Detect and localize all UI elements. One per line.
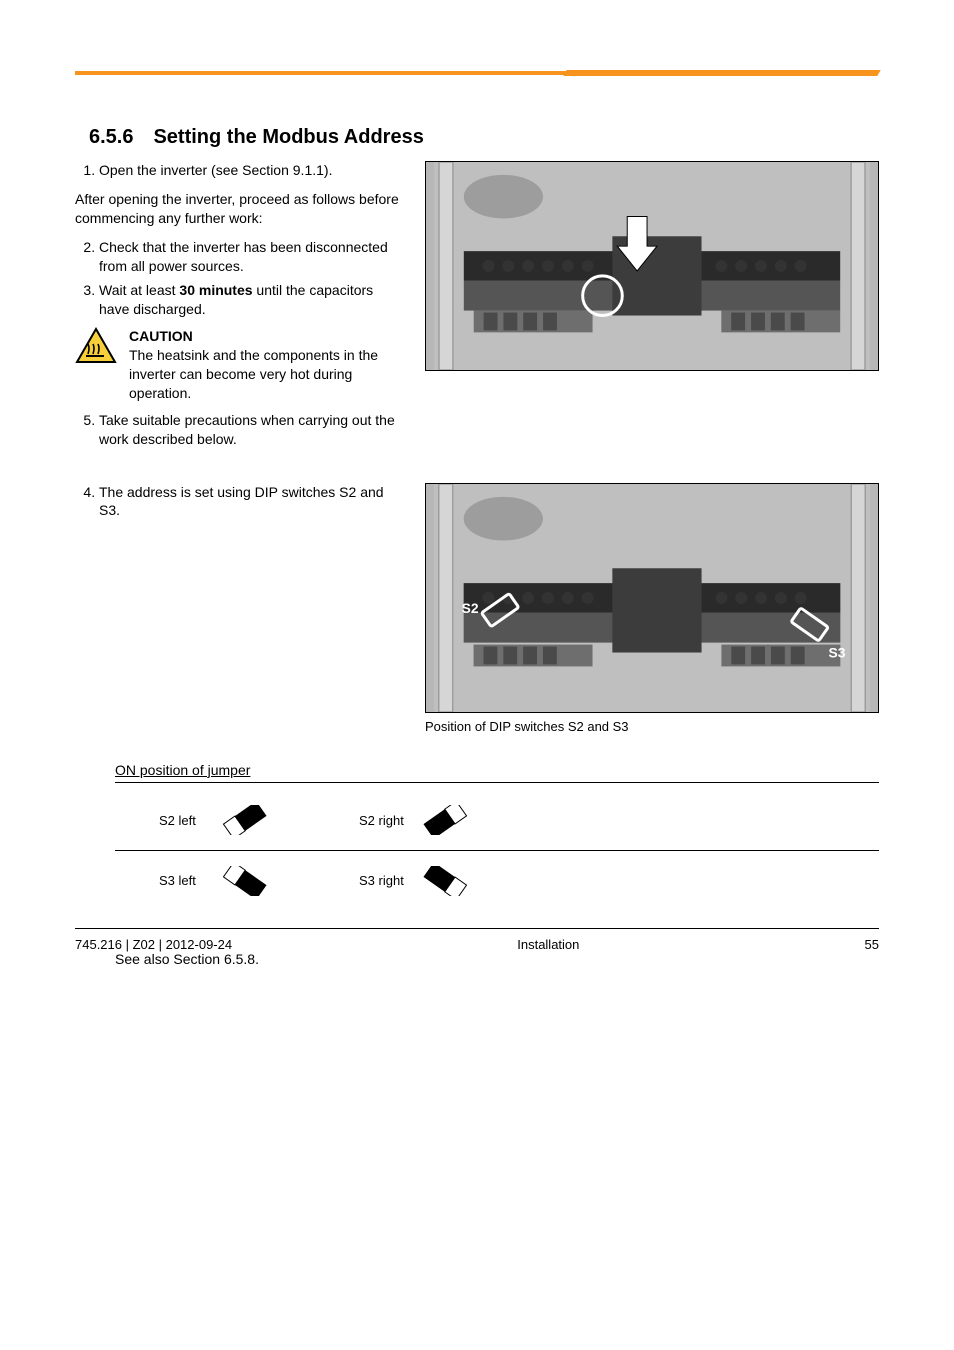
s3-row: S3 left S3 right bbox=[115, 851, 879, 911]
footer: 745.216 | Z02 | 2012-09-24 Installation … bbox=[75, 928, 879, 952]
s2-right-cell: S2 right bbox=[315, 805, 515, 835]
footer-right: 55 bbox=[865, 937, 879, 952]
jumper-s2-right-icon bbox=[419, 805, 471, 835]
figure-2-caption: Position of DIP switches S2 and S3 bbox=[425, 719, 879, 734]
step-1: Open the inverter (see Section 9.1.1). bbox=[99, 161, 405, 180]
step-4: The address is set using DIP switches S2… bbox=[99, 483, 405, 521]
figure-2: S2 S3 Position of DIP switches S2 and S3 bbox=[425, 483, 879, 734]
caution-text: CAUTION The heatsink and the components … bbox=[129, 327, 405, 403]
s2-left-cell: S2 left bbox=[115, 805, 315, 835]
footer-left: 745.216 | Z02 | 2012-09-24 bbox=[75, 937, 232, 952]
row-1: Open the inverter (see Section 9.1.1). A… bbox=[75, 161, 879, 455]
jumper-s3-right-icon bbox=[419, 866, 471, 896]
s2-label: S2 bbox=[462, 599, 479, 615]
onpos-header: ON position of jumper bbox=[115, 762, 250, 778]
section-title: Setting the Modbus Address bbox=[153, 126, 423, 149]
s2-row: S2 left S2 right bbox=[115, 791, 879, 851]
caution-body: The heatsink and the components in the i… bbox=[129, 346, 405, 403]
jumper-s3-left-icon bbox=[219, 866, 271, 896]
footer-center: Installation bbox=[517, 937, 579, 952]
step-2: Check that the inverter has been disconn… bbox=[99, 238, 405, 276]
figure-1 bbox=[425, 161, 879, 455]
hot-surface-icon bbox=[75, 327, 117, 365]
step-3: Wait at least 30 minutes until the capac… bbox=[99, 281, 405, 319]
page: :root{ --accent:#f7941e; } 6.5.6 Setting… bbox=[0, 0, 954, 1007]
jumper-s2-left-icon bbox=[219, 805, 271, 835]
s3-left-cell: S3 left bbox=[115, 866, 315, 896]
s3-right-cell: S3 right bbox=[315, 866, 515, 896]
caution-label: CAUTION bbox=[129, 328, 193, 344]
header-rule bbox=[75, 70, 879, 76]
note-after-step1: After opening the inverter, proceed as f… bbox=[75, 190, 405, 228]
jumper-table: ON position of jumper S2 left S2 right S… bbox=[115, 762, 879, 911]
see-also: See also Section 6.5.8. bbox=[115, 951, 879, 967]
section-number: 6.5.6 bbox=[89, 126, 149, 149]
step-5: Take suitable precautions when carrying … bbox=[99, 411, 405, 449]
figure-1-image bbox=[425, 161, 879, 371]
section-heading: 6.5.6 Setting the Modbus Address bbox=[89, 126, 879, 149]
figure-2-image: S2 S3 bbox=[425, 483, 879, 713]
step4-col: The address is set using DIP switches S2… bbox=[75, 483, 405, 734]
caution-block: CAUTION The heatsink and the components … bbox=[75, 327, 405, 403]
step1-col: Open the inverter (see Section 9.1.1). A… bbox=[75, 161, 405, 455]
jumper-header: ON position of jumper bbox=[115, 762, 879, 783]
row-2: The address is set using DIP switches S2… bbox=[75, 483, 879, 734]
s3-label: S3 bbox=[828, 644, 845, 660]
